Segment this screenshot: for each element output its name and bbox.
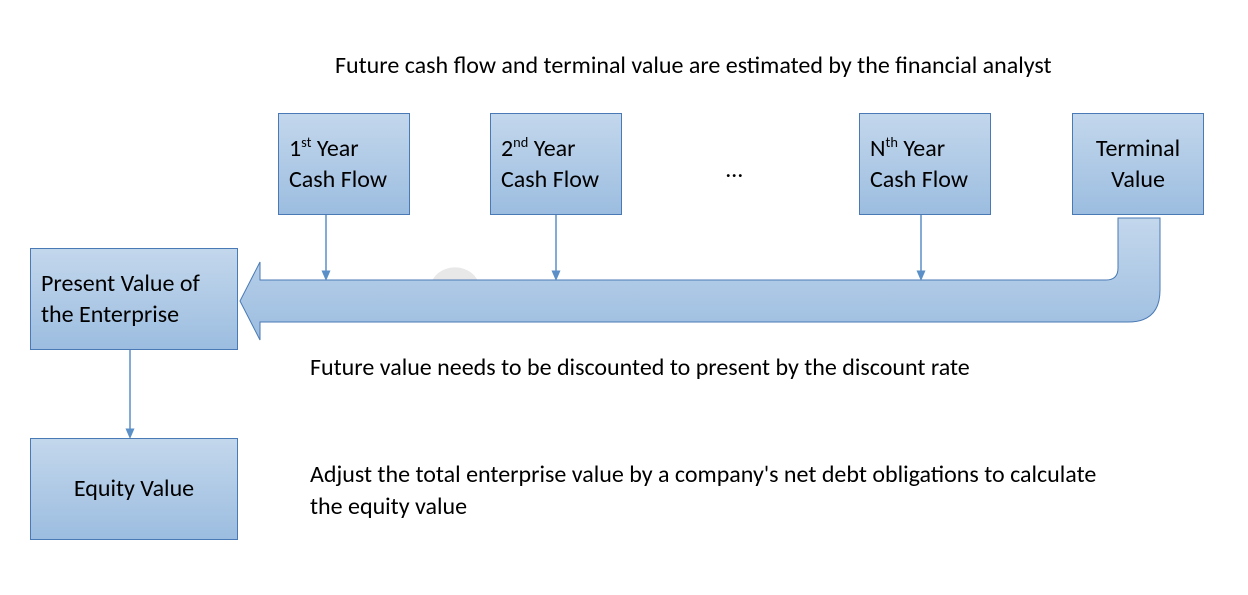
caption-bottom: Adjust the total enterprise value by a c… — [310, 459, 1100, 524]
node-cf2-line1: 2nd Year — [501, 133, 611, 164]
node-pv: Present Value of the Enterprise — [30, 248, 238, 350]
node-cf1-line2: Cash Flow — [289, 164, 399, 195]
node-terminal-line2: Value — [1111, 164, 1165, 195]
node-pv-line2: the Enterprise — [41, 299, 227, 330]
node-terminal-line1: Terminal — [1096, 133, 1180, 164]
watermark: moomoo — [420, 258, 720, 326]
watermark-text: moomoo — [502, 258, 720, 326]
node-equity: Equity Value — [30, 438, 238, 540]
ellipsis: … — [726, 155, 743, 184]
node-cf2: 2nd Year Cash Flow — [490, 113, 622, 215]
node-cfn-line2: Cash Flow — [870, 164, 980, 195]
node-terminal: Terminal Value — [1072, 113, 1204, 215]
node-cfn: Nth Year Cash Flow — [859, 113, 991, 215]
node-cfn-line1: Nth Year — [870, 133, 980, 164]
node-pv-line1: Present Value of — [41, 268, 227, 299]
node-cf1-line1: 1st Year — [289, 133, 399, 164]
caption-mid: Future value needs to be discounted to p… — [310, 352, 970, 384]
watermark-icon — [420, 262, 490, 322]
node-cf1: 1st Year Cash Flow — [278, 113, 410, 215]
node-cf2-line2: Cash Flow — [501, 164, 611, 195]
caption-top: Future cash flow and terminal value are … — [335, 50, 1052, 82]
node-equity-line1: Equity Value — [74, 473, 194, 504]
